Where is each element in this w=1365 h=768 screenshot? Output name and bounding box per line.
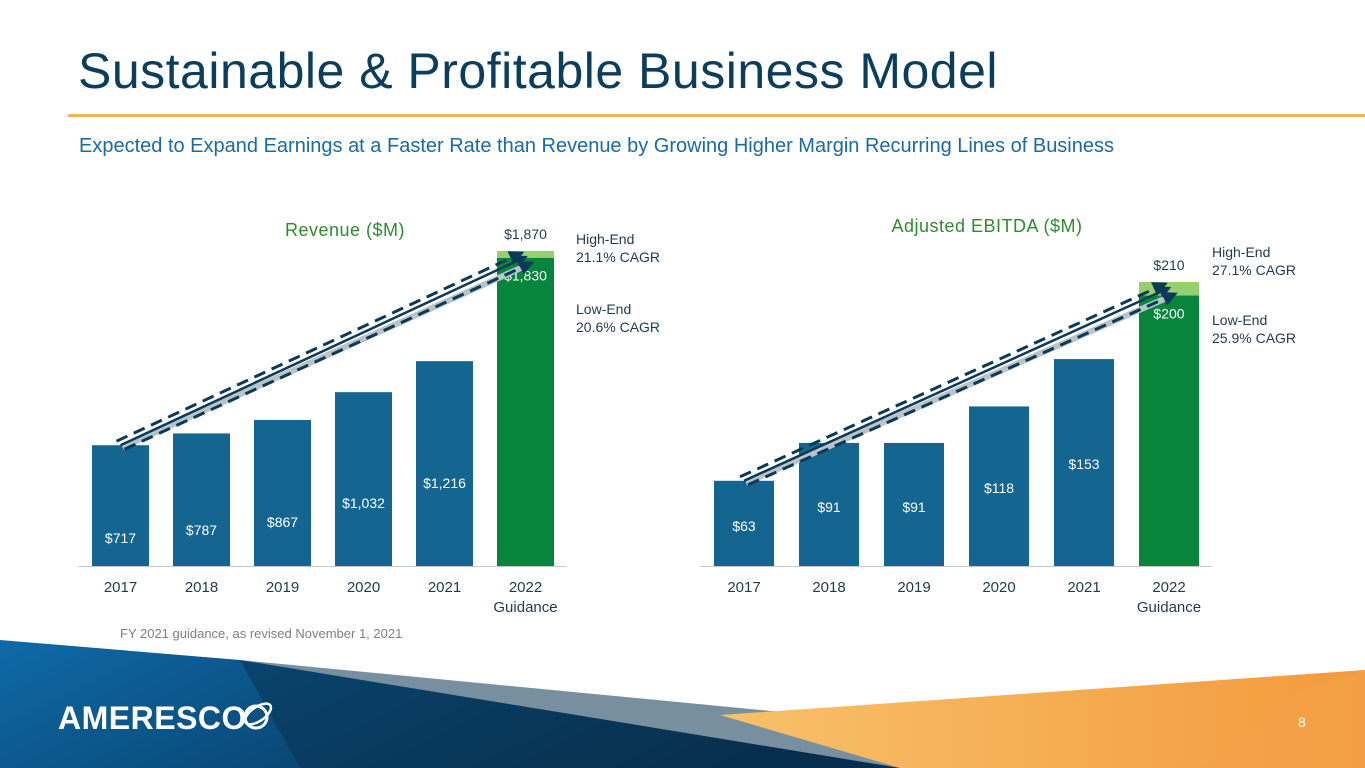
bar xyxy=(173,433,230,566)
low-end-arrow xyxy=(747,292,1178,487)
ameresco-logo: AMERESCO xyxy=(58,700,247,736)
x-tick-label: 2022 xyxy=(1152,579,1185,596)
globe-logo-icon xyxy=(243,702,273,730)
bar xyxy=(799,442,859,566)
cagr-annotation-title: High-End xyxy=(576,231,634,247)
footnote: FY 2021 guidance, as revised November 1,… xyxy=(120,626,403,641)
bar-value-label: $200 xyxy=(1153,306,1184,322)
x-tick-label: 2021 xyxy=(428,579,461,596)
chart-title: Adjusted EBITDA ($M) xyxy=(891,216,1082,236)
x-tick-label: 2019 xyxy=(266,579,299,596)
bar-value-label: $91 xyxy=(817,499,841,515)
high-end-arrow xyxy=(739,282,1168,479)
x-tick-label: Guidance xyxy=(1137,599,1201,616)
x-tick-label: 2021 xyxy=(1067,579,1100,596)
bar xyxy=(1054,359,1114,566)
high-end-value-label: $210 xyxy=(1153,257,1184,273)
bar xyxy=(1139,295,1199,566)
bar xyxy=(416,361,473,566)
cagr-annotation-detail: 27.1% CAGR xyxy=(1212,262,1296,278)
bar-value-label: $118 xyxy=(984,480,1014,496)
x-tick-label: 2020 xyxy=(347,579,380,596)
bar-value-label: $91 xyxy=(902,499,926,515)
bar xyxy=(714,480,774,566)
bar xyxy=(254,419,311,566)
bar-value-label: $1,032 xyxy=(342,495,385,511)
slide-subtitle: Expected to Expand Earnings at a Faster … xyxy=(79,135,1114,157)
x-tick-label: 2019 xyxy=(897,579,930,596)
bar-value-label: $63 xyxy=(732,518,756,534)
midpoint-arrow xyxy=(743,286,1172,482)
x-tick-label: 2018 xyxy=(812,579,845,596)
x-tick-label: 2017 xyxy=(727,579,760,596)
bar xyxy=(884,442,944,566)
x-tick-label: Guidance xyxy=(493,599,557,616)
low-end-arrow xyxy=(123,261,535,451)
footer-banner xyxy=(0,640,1365,768)
cagr-annotation-detail: 20.6% CAGR xyxy=(576,319,660,335)
bar xyxy=(969,406,1029,566)
bar-value-label: $717 xyxy=(105,530,136,546)
x-tick-label: 2017 xyxy=(104,579,137,596)
cagr-annotation-title: Low-End xyxy=(1212,312,1267,328)
bar xyxy=(92,445,149,566)
bar-value-label: $153 xyxy=(1068,456,1099,472)
charts-canvas: Revenue ($M) $717 2017 $787 2018 $867 2019 $1,0… xyxy=(78,216,1296,616)
bar-high-end xyxy=(497,251,554,258)
title-divider xyxy=(68,114,1365,117)
slide-title: Sustainable & Profitable Business Model xyxy=(78,43,999,99)
chart-title: Revenue ($M) xyxy=(285,220,405,240)
high-end-arrow xyxy=(115,251,525,443)
x-tick-label: 2020 xyxy=(982,579,1015,596)
cagr-annotation-detail: 25.9% CAGR xyxy=(1212,330,1296,346)
cagr-annotation-detail: 21.1% CAGR xyxy=(576,249,660,265)
cagr-annotation-title: Low-End xyxy=(576,301,631,317)
x-tick-label: 2022 xyxy=(509,579,542,596)
page-number: 8 xyxy=(1298,714,1306,730)
bar-value-label: $787 xyxy=(186,522,217,538)
bar-value-label: $867 xyxy=(267,514,298,530)
high-end-value-label: $1,870 xyxy=(504,226,547,242)
bar xyxy=(497,257,554,566)
bar xyxy=(335,392,392,566)
cagr-annotation-title: High-End xyxy=(1212,244,1270,260)
x-tick-label: 2018 xyxy=(185,579,218,596)
midpoint-arrow xyxy=(119,255,528,447)
bar-value-label: $1,216 xyxy=(423,475,466,491)
